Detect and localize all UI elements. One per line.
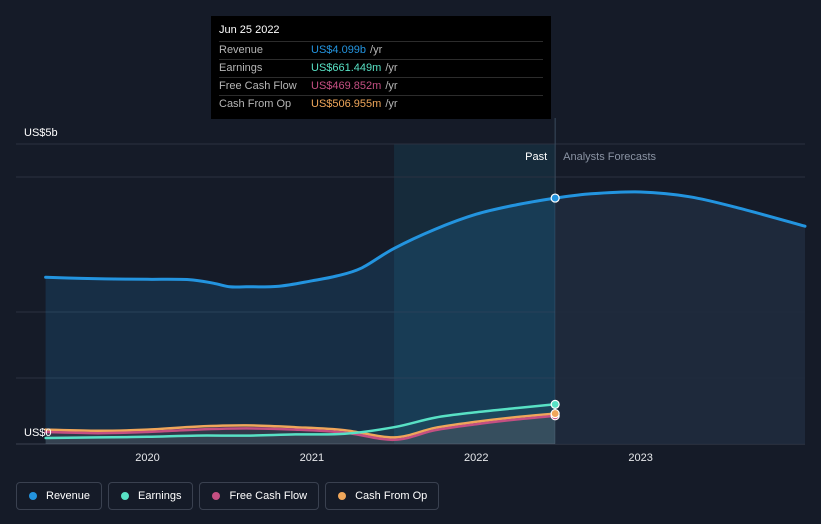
past-highlight-band — [394, 144, 556, 444]
earnings-area — [45, 404, 556, 444]
tooltip: Jun 25 2022 Revenue US$4.099b /yr Earnin… — [211, 16, 551, 119]
tooltip-unit: /yr — [385, 98, 398, 110]
tooltip-unit: /yr — [385, 62, 398, 74]
x-tick-label: 2022 — [464, 452, 488, 464]
tooltip-row-cash-from-op: Cash From Op US$506.955m /yr — [219, 95, 543, 113]
y-axis-top-label: US$5b — [24, 127, 58, 139]
legend-dot-icon — [121, 492, 130, 500]
earnings-line — [44, 403, 557, 440]
tooltip-label: Earnings — [219, 62, 263, 74]
tooltip-value: US$661.449m — [311, 62, 382, 74]
y-axis-bottom-label: US$0 — [24, 427, 52, 439]
tooltip-unit: /yr — [370, 44, 383, 56]
x-tick-label: 2020 — [135, 452, 159, 464]
x-tick-label: 2023 — [628, 452, 652, 464]
legend-item-revenue[interactable]: Revenue — [16, 482, 103, 510]
revenue-forecast-line — [553, 190, 807, 228]
cash-from-op-point — [550, 408, 560, 419]
x-tick-label: 2021 — [300, 452, 324, 464]
legend-dot-icon — [212, 492, 221, 500]
legend-label: Revenue — [46, 490, 91, 502]
forecast-label: Analysts Forecasts — [563, 151, 656, 163]
tooltip-row-earnings: Earnings US$661.449m /yr — [219, 59, 543, 77]
legend-item-cash-from-op[interactable]: Cash From Op — [325, 482, 440, 510]
tooltip-label: Revenue — [219, 44, 264, 56]
tooltip-label: Free Cash Flow — [219, 80, 297, 92]
legend-item-earnings[interactable]: Earnings — [108, 482, 194, 510]
legend-label: Free Cash Flow — [229, 490, 308, 502]
tooltip-row-revenue: Revenue US$4.099b /yr — [219, 41, 543, 59]
tooltip-row-free-cash-flow: Free Cash Flow US$469.852m /yr — [219, 77, 543, 95]
free-cash-flow-line — [44, 414, 557, 442]
tooltip-label: Cash From Op — [219, 98, 292, 110]
earnings-point — [550, 399, 560, 409]
legend-label: Cash From Op — [355, 490, 428, 502]
revenue-line — [44, 196, 557, 289]
revenue-forecast-area — [555, 191, 805, 444]
tooltip-value: US$469.852m — [311, 80, 382, 92]
revenue-point — [550, 193, 560, 203]
tooltip-value: US$4.099b — [311, 44, 367, 56]
cash-from-op-line — [44, 412, 557, 439]
past-label: Past — [525, 151, 547, 163]
tooltip-date: Jun 25 2022 — [219, 24, 280, 36]
tooltip-unit: /yr — [385, 80, 398, 92]
revenue-area — [45, 198, 556, 444]
legend-dot-icon — [29, 492, 37, 500]
legend: Revenue Earnings Free Cash Flow Cash Fro… — [16, 482, 440, 510]
legend-item-free-cash-flow[interactable]: Free Cash Flow — [199, 482, 320, 510]
legend-label: Earnings — [138, 490, 182, 502]
legend-dot-icon — [338, 492, 347, 500]
tooltip-value: US$506.955m — [311, 98, 382, 110]
